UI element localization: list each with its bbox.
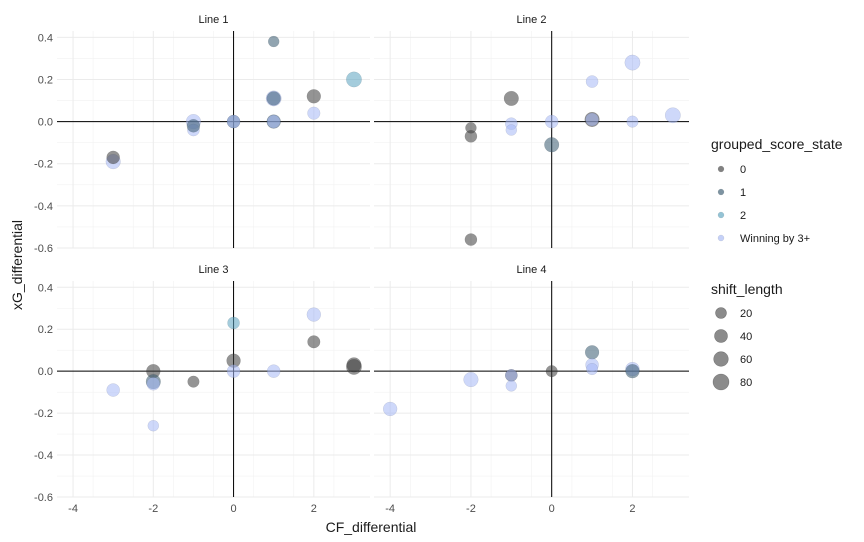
y-tick-label: -0.6 [34, 492, 53, 504]
data-point [346, 71, 362, 88]
size-legend-label: 40 [740, 331, 752, 343]
data-point [624, 54, 641, 71]
y-tick-label: 0.2 [38, 324, 53, 336]
color-legend-label: 2 [740, 210, 746, 222]
data-point [147, 419, 160, 432]
y-tick-label: 0.4 [38, 32, 53, 44]
y-axis-title: xG_differential [9, 220, 25, 310]
data-point [226, 364, 241, 378]
x-tick-label: -4 [68, 503, 78, 515]
data-point [307, 106, 321, 120]
data-point [505, 124, 518, 136]
size-legend-key [712, 373, 730, 391]
y-tick-label: -0.4 [34, 201, 53, 213]
data-point [625, 363, 640, 379]
data-point [504, 369, 518, 382]
data-point [464, 233, 478, 246]
y-tick-label: 0.4 [38, 282, 53, 294]
y-tick-label: 0.0 [38, 366, 53, 378]
x-tick-label: 0 [231, 503, 237, 515]
data-point [307, 335, 321, 349]
y-tick-label: -0.4 [34, 450, 53, 462]
data-point [544, 137, 560, 153]
data-point [545, 365, 558, 378]
color-legend-key [717, 211, 725, 219]
data-point [382, 401, 398, 417]
data-point [544, 114, 559, 129]
x-tick-label: 2 [629, 503, 635, 515]
y-tick-label: 0.2 [38, 74, 53, 86]
data-point [146, 376, 161, 391]
data-point [106, 150, 120, 165]
panel-title: Line 3 [199, 264, 229, 276]
color-legend-title: grouped_score_state [711, 136, 843, 152]
data-point [226, 114, 241, 129]
data-point [463, 371, 479, 388]
data-point [626, 115, 639, 128]
y-tick-label: -0.2 [34, 408, 53, 420]
x-axis-title: CF_differential [326, 519, 417, 535]
x-tick-label: 2 [311, 503, 317, 515]
x-tick-label: -4 [385, 503, 395, 515]
data-point [267, 35, 280, 48]
data-point [464, 130, 478, 143]
size-legend-title: shift_length [711, 281, 783, 297]
x-tick-label: -2 [148, 503, 158, 515]
color-legend-label: 0 [740, 164, 746, 176]
color-legend-label: Winning by 3+ [740, 233, 810, 245]
data-point [664, 107, 681, 124]
data-point [503, 90, 519, 106]
data-point [227, 316, 240, 330]
size-legend-label: 60 [740, 354, 752, 366]
data-point [586, 363, 599, 376]
size-legend-key [713, 351, 729, 367]
data-point [306, 307, 322, 322]
x-tick-label: -2 [466, 503, 476, 515]
y-tick-label: -0.2 [34, 159, 53, 171]
data-point [266, 364, 281, 378]
data-point [266, 114, 281, 129]
data-point [584, 345, 600, 360]
data-point [306, 89, 322, 104]
x-tick-label: 0 [549, 503, 555, 515]
size-legend-key [714, 329, 728, 343]
data-point [106, 383, 120, 397]
data-point [187, 375, 200, 388]
panel-title: Line 4 [517, 264, 547, 276]
data-point [585, 112, 599, 127]
y-tick-label: -0.6 [34, 243, 53, 255]
panel-title: Line 1 [199, 14, 229, 26]
color-legend-label: 1 [740, 187, 746, 199]
data-point [266, 91, 281, 106]
data-point [186, 119, 201, 133]
size-legend-label: 20 [740, 308, 752, 320]
color-legend-key [717, 165, 725, 173]
y-tick-label: 0.0 [38, 117, 53, 129]
size-legend-key [715, 307, 727, 319]
size-legend-label: 80 [740, 377, 752, 389]
data-point [585, 75, 599, 88]
data-point [505, 380, 518, 392]
color-legend-key [717, 234, 725, 242]
panel-title: Line 2 [517, 14, 547, 26]
color-legend-key [717, 188, 725, 196]
data-point [346, 359, 362, 375]
